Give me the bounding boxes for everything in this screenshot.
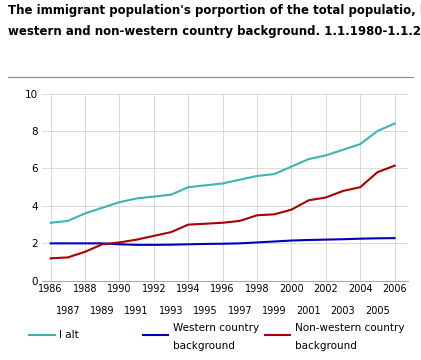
Text: western and non-western country background. 1.1.1980-1.1.2006: western and non-western country backgrou… bbox=[8, 25, 421, 38]
Text: Western country: Western country bbox=[173, 323, 259, 333]
Text: background: background bbox=[295, 341, 357, 351]
Text: I alt: I alt bbox=[59, 330, 79, 340]
Text: The immigrant population's porportion of the total populatio, by: The immigrant population's porportion of… bbox=[8, 4, 421, 17]
Text: background: background bbox=[173, 341, 234, 351]
Text: Non-western country: Non-western country bbox=[295, 323, 404, 333]
